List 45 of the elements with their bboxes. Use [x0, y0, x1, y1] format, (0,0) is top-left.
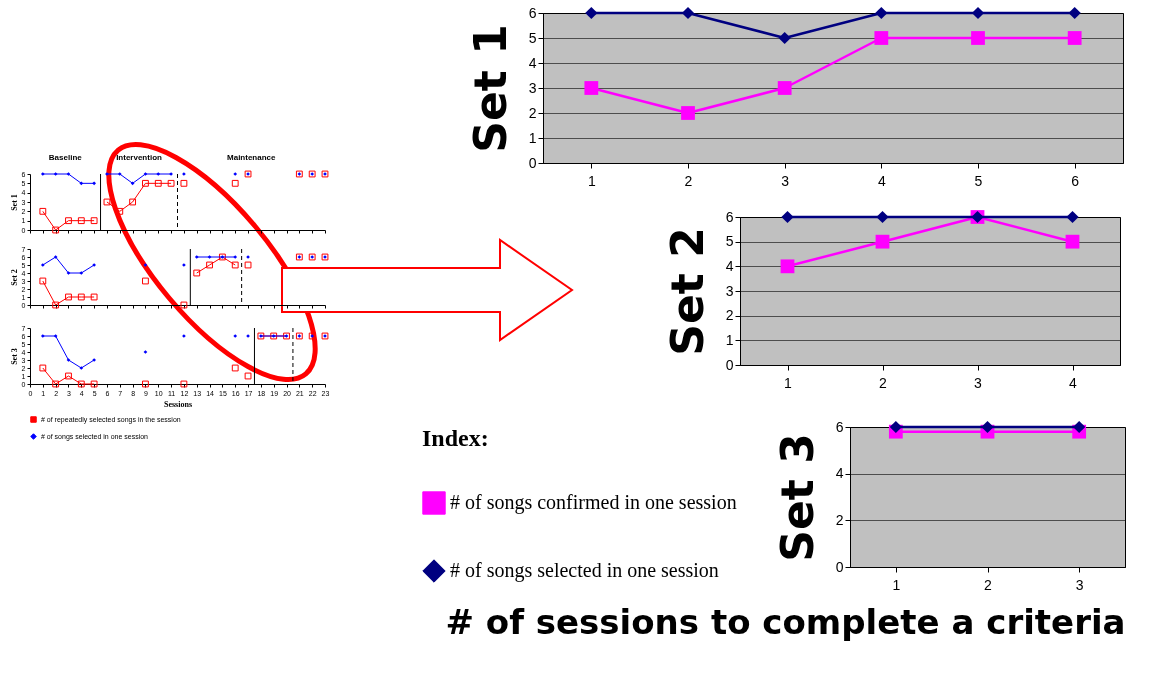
legend-title: Index: — [422, 425, 489, 451]
y-tick-label: 4 — [725, 257, 734, 274]
text: Baseline — [48, 153, 83, 162]
y-tick-label: 4 — [528, 54, 537, 71]
x-tick-label: 4 — [877, 172, 886, 189]
text: Intervention — [116, 153, 163, 162]
y-tick-label: 2 — [835, 511, 844, 528]
y-tick-label: 3 — [725, 282, 734, 299]
x-tick-label: 1 — [587, 172, 596, 189]
y-tick-label: 1 — [725, 331, 734, 348]
y-tick-label: 6 — [835, 418, 844, 435]
x-tick-label: 2 — [684, 172, 693, 189]
y-tick-label: 0 — [725, 356, 734, 373]
y-tick-label: 2 — [528, 104, 537, 121]
x-tick-label: 2 — [879, 374, 888, 391]
y-tick-label: 2 — [725, 307, 734, 324]
x-tick-label: 5 — [974, 172, 983, 189]
y-axis-title: Set 3 — [771, 433, 823, 562]
y-tick-label: 6 — [725, 208, 734, 225]
y-tick-label: 3 — [528, 79, 537, 96]
x-tick-label: 2 — [984, 576, 993, 593]
y-tick-label: 5 — [528, 29, 537, 46]
x-tick-label: 4 — [1069, 374, 1078, 391]
y-tick-label: 5 — [725, 233, 734, 250]
y-tick-label: 0 — [835, 558, 844, 575]
y-tick-label: 6 — [528, 4, 537, 21]
y-axis-title: Set 2 — [9, 269, 19, 286]
x-tick-label: 3 — [974, 374, 983, 391]
text: Maintenance — [227, 153, 277, 162]
x-tick-label: 3 — [781, 172, 790, 189]
x-tick-label: 1 — [892, 576, 901, 593]
x-tick-label: 6 — [1071, 172, 1080, 189]
x-axis-title: Sessions — [163, 399, 193, 409]
y-tick-label: 4 — [835, 465, 844, 482]
x-tick-label: 3 — [1075, 576, 1084, 593]
y-tick-label: 0 — [528, 154, 537, 171]
y-axis-title: Set 1 — [464, 24, 516, 153]
x-tick-label: 1 — [784, 374, 793, 391]
y-axis-title: Set 2 — [661, 227, 713, 356]
legend-label: # of songs confirmed in one session — [450, 491, 737, 514]
y-tick-label: 1 — [528, 129, 537, 146]
y-axis-title: Set 3 — [9, 348, 19, 365]
y-axis-title: Set 1 — [9, 194, 19, 211]
x-axis-title: # of sessions to complete a criteria — [445, 601, 1126, 642]
legend-label: # of songs selected in one session — [450, 559, 719, 582]
